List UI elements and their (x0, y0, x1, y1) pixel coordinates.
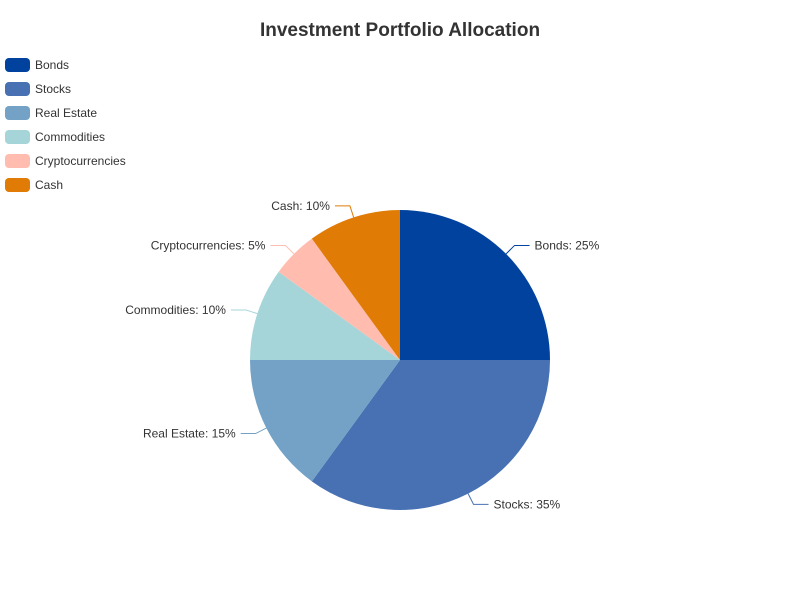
pie-slice-stocks[interactable] (311, 360, 550, 510)
legend-swatch-real-estate (5, 106, 30, 120)
label-line-real-estate (240, 427, 267, 435)
legend-label-real-estate: Real Estate (35, 106, 98, 120)
label-line-bonds (505, 244, 530, 255)
legend-item-stocks[interactable]: Stocks (5, 77, 126, 101)
legend-swatch-commodities (5, 130, 30, 144)
data-label-stocks: Stocks: 35% (494, 497, 561, 511)
label-line-stocks (467, 493, 489, 505)
legend-swatch-cryptocurrencies (5, 154, 30, 168)
legend-item-commodities[interactable]: Commodities (5, 125, 126, 149)
legend-label-bonds: Bonds (35, 58, 70, 72)
legend-swatch-stocks (5, 82, 30, 96)
label-line-cash (334, 205, 355, 218)
data-label-bonds: Bonds: 25% (535, 238, 600, 252)
legend-item-cryptocurrencies[interactable]: Cryptocurrencies (5, 149, 126, 173)
legend-label-commodities: Commodities (35, 130, 106, 144)
pie-slice-commodities[interactable] (250, 271, 400, 360)
pie-slice-bonds[interactable] (400, 210, 550, 360)
label-line-commodities (230, 309, 258, 315)
legend-label-cryptocurrencies: Cryptocurrencies (35, 154, 126, 168)
chart-title: Investment Portfolio Allocation (259, 20, 541, 41)
data-label-cash: Cash: 10% (271, 199, 330, 213)
data-label-cryptocurrencies: Cryptocurrencies: 5% (151, 238, 266, 252)
legend-label-stocks: Stocks (35, 82, 72, 96)
legend: Bonds Stocks Real Estate Commodities Cry… (5, 53, 126, 197)
pie-slice-real-estate[interactable] (250, 360, 400, 482)
legend-swatch-bonds (5, 58, 30, 72)
pie-slice-cryptocurrencies[interactable] (278, 238, 400, 360)
legend-item-cash[interactable]: Cash (5, 173, 126, 197)
legend-swatch-cash (5, 178, 30, 192)
pie-slice-cash[interactable] (311, 210, 400, 360)
legend-label-cash: Cash (35, 178, 64, 192)
label-line-cryptocurrencies (270, 244, 295, 255)
legend-item-bonds[interactable]: Bonds (5, 53, 126, 77)
data-label-commodities: Commodities: 10% (125, 303, 226, 317)
data-label-real-estate: Real Estate: 15% (143, 427, 236, 441)
legend-item-real-estate[interactable]: Real Estate (5, 101, 126, 125)
